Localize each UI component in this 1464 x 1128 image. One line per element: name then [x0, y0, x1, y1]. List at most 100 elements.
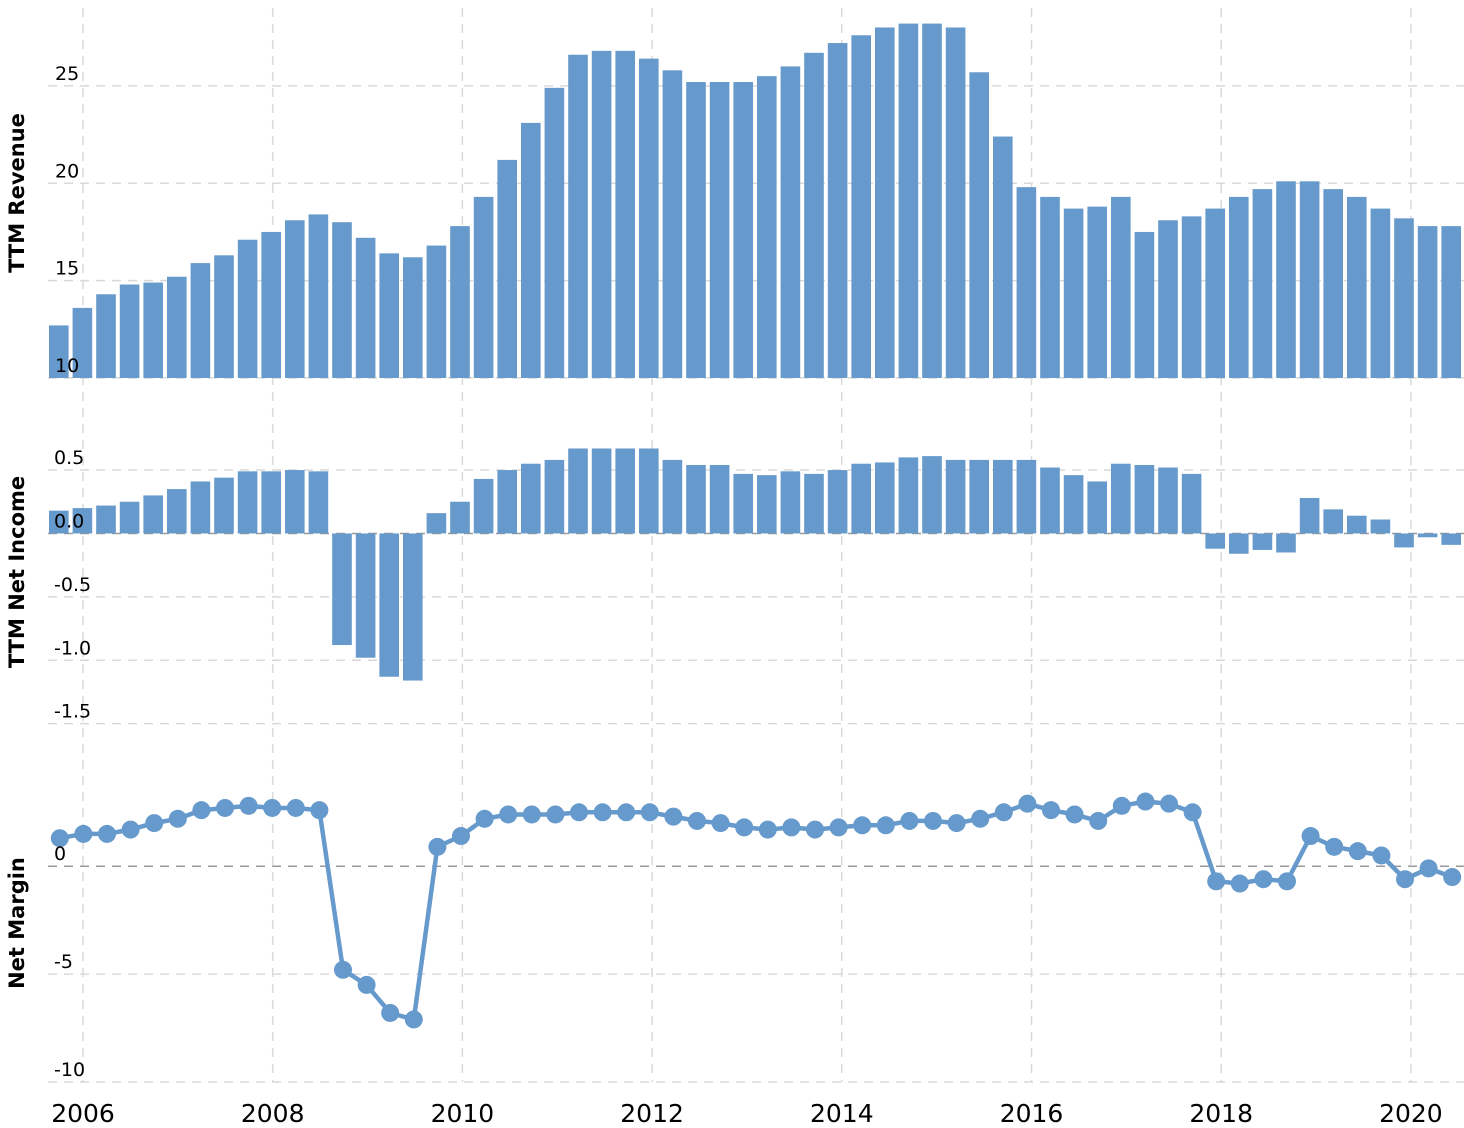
- net-income-bar: [1158, 467, 1178, 534]
- net-income-panel: TTM Net Income -1.5 -1.0 -0.5 0.0 0.5: [5, 447, 1464, 725]
- net-margin-series-line: [59, 799, 1453, 1022]
- net-income-bar: [851, 463, 871, 534]
- revenue-bar: [49, 325, 69, 378]
- net-income-bar: [1394, 533, 1414, 548]
- net-margin-y-tick-label: -5: [54, 951, 73, 973]
- revenue-bar: [167, 276, 187, 378]
- revenue-bar: [544, 87, 565, 378]
- net-income-bar: [544, 459, 565, 534]
- net-income-bar: [1016, 459, 1037, 534]
- x-tick-label: 2008: [241, 1099, 305, 1128]
- revenue-bar: [591, 50, 612, 379]
- net-margin-point: [50, 829, 69, 848]
- net-income-bar: [1276, 533, 1296, 553]
- revenue-bar: [898, 23, 919, 378]
- net-income-bar: [96, 505, 116, 534]
- revenue-bar: [473, 196, 494, 378]
- x-tick-label: 2016: [1000, 1099, 1064, 1128]
- net-income-bar: [261, 471, 281, 534]
- revenue-bar: [568, 54, 588, 378]
- revenue-bar: [615, 50, 635, 379]
- net-income-bar: [1370, 519, 1391, 534]
- net-margin-point: [1419, 859, 1438, 878]
- net-margin-point: [735, 818, 754, 837]
- revenue-bar: [308, 214, 329, 378]
- net-margin-point: [475, 809, 494, 828]
- revenue-bar: [662, 70, 683, 378]
- net-income-bar: [993, 459, 1013, 534]
- revenue-y-tick-label: 25: [55, 63, 79, 85]
- revenue-bar: [875, 27, 895, 378]
- net-income-bar: [237, 471, 258, 534]
- net-margin-point: [404, 1010, 423, 1029]
- net-income-bar: [355, 533, 376, 658]
- net-income-bar: [214, 477, 234, 534]
- net-income-bar: [1229, 533, 1249, 554]
- revenue-bar: [190, 263, 211, 378]
- revenue-bar: [1016, 187, 1037, 378]
- net-margin-point: [121, 820, 140, 839]
- net-margin-point: [1372, 846, 1391, 865]
- net-margin-point: [310, 801, 329, 820]
- x-tick-label: 2012: [620, 1099, 684, 1128]
- net-margin-point: [1278, 872, 1296, 891]
- net-income-bar: [709, 464, 730, 534]
- revenue-y-tick-label: 20: [55, 160, 79, 182]
- net-margin-point: [876, 816, 895, 835]
- revenue-bar: [1181, 216, 1202, 378]
- net-income-bar: [72, 508, 93, 534]
- net-margin-point: [381, 1003, 400, 1022]
- net-income-bar: [827, 470, 848, 534]
- x-tick-label: 2020: [1379, 1099, 1443, 1128]
- net-margin-point: [145, 814, 164, 833]
- net-income-bar: [379, 533, 399, 677]
- net-margin-point: [688, 811, 706, 830]
- net-income-bar: [591, 448, 612, 534]
- net-income-bar: [686, 464, 706, 534]
- net-margin-point: [1348, 842, 1367, 861]
- net-income-bar: [1205, 533, 1225, 549]
- net-margin-point: [263, 798, 282, 817]
- net-margin-point: [216, 798, 234, 817]
- net-margin-y-tick-label: 0: [54, 843, 66, 865]
- revenue-bar: [1323, 189, 1343, 378]
- net-margin-point: [1112, 796, 1131, 815]
- x-axis-ticks: 2006 2008 2010 2012 2014 2016 2018 2020: [51, 1099, 1443, 1128]
- net-margin-point: [1065, 805, 1084, 824]
- revenue-bar: [639, 58, 659, 378]
- net-margin-point: [593, 803, 612, 822]
- revenue-bar: [969, 72, 989, 379]
- revenue-bar: [686, 82, 706, 378]
- revenue-bar: [1441, 226, 1461, 378]
- net-income-bar: [898, 457, 919, 534]
- net-margin-point: [286, 798, 305, 817]
- net-income-bar: [1111, 463, 1131, 534]
- revenue-bar: [1347, 196, 1367, 378]
- net-income-bar: [119, 501, 140, 534]
- x-tick-label: 2006: [51, 1099, 115, 1128]
- net-income-bar: [875, 462, 895, 534]
- net-income-bar: [945, 459, 966, 534]
- net-income-bar: [615, 448, 635, 534]
- revenue-bar: [1370, 208, 1391, 378]
- net-income-y-tick-label: 0.5: [54, 447, 84, 469]
- net-income-bar: [1134, 464, 1155, 534]
- net-margin-point: [168, 809, 187, 828]
- net-margin-point: [357, 975, 376, 994]
- net-margin-point: [1089, 811, 1108, 830]
- net-income-bar: [143, 495, 163, 534]
- net-income-bar: [1181, 473, 1202, 534]
- revenue-bar: [1111, 196, 1131, 378]
- net-income-bar: [662, 459, 683, 534]
- net-margin-point: [546, 805, 565, 824]
- net-income-bar: [1417, 533, 1438, 538]
- net-income-bar: [308, 471, 329, 534]
- revenue-bar: [1252, 189, 1273, 378]
- net-income-bar: [521, 463, 541, 534]
- net-margin-point: [900, 811, 919, 830]
- net-income-bar: [426, 513, 447, 534]
- revenue-bar: [709, 82, 730, 378]
- net-margin-point: [334, 960, 352, 979]
- revenue-bar: [1229, 196, 1249, 378]
- net-margin-point: [428, 837, 447, 856]
